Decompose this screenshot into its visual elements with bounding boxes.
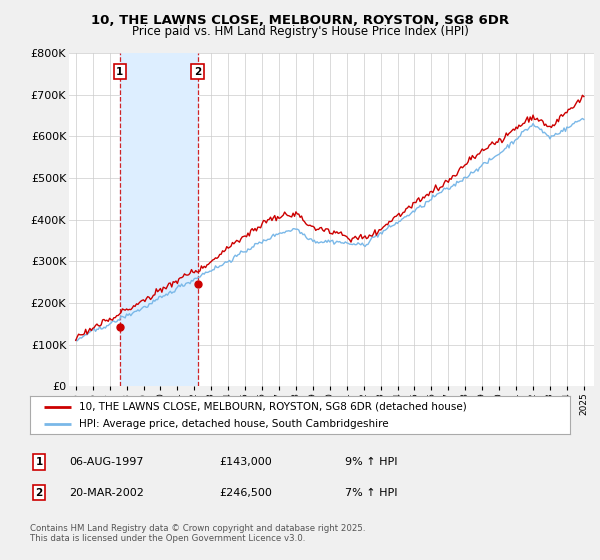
Text: 1: 1: [116, 67, 124, 77]
Text: £143,000: £143,000: [219, 457, 272, 467]
Text: 06-AUG-1997: 06-AUG-1997: [69, 457, 143, 467]
Text: 2: 2: [194, 67, 202, 77]
Bar: [120, 53, 198, 386]
Text: This data is licensed under the Open Government Licence v3.0.: This data is licensed under the Open Gov…: [30, 534, 305, 543]
Text: HPI: Average price, detached house, South Cambridgeshire: HPI: Average price, detached house, Sout…: [79, 419, 388, 430]
Text: 10, THE LAWNS CLOSE, MELBOURN, ROYSTON, SG8 6DR: 10, THE LAWNS CLOSE, MELBOURN, ROYSTON, …: [91, 14, 509, 27]
Text: 9% ↑ HPI: 9% ↑ HPI: [345, 457, 398, 467]
Text: Contains HM Land Registry data © Crown copyright and database right 2025.: Contains HM Land Registry data © Crown c…: [30, 524, 365, 533]
Text: 7% ↑ HPI: 7% ↑ HPI: [345, 488, 398, 498]
Text: 1: 1: [35, 457, 43, 467]
Text: 10, THE LAWNS CLOSE, MELBOURN, ROYSTON, SG8 6DR (detached house): 10, THE LAWNS CLOSE, MELBOURN, ROYSTON, …: [79, 402, 466, 412]
Text: 20-MAR-2002: 20-MAR-2002: [69, 488, 144, 498]
Text: Price paid vs. HM Land Registry's House Price Index (HPI): Price paid vs. HM Land Registry's House …: [131, 25, 469, 38]
Text: 2: 2: [35, 488, 43, 498]
Text: £246,500: £246,500: [219, 488, 272, 498]
